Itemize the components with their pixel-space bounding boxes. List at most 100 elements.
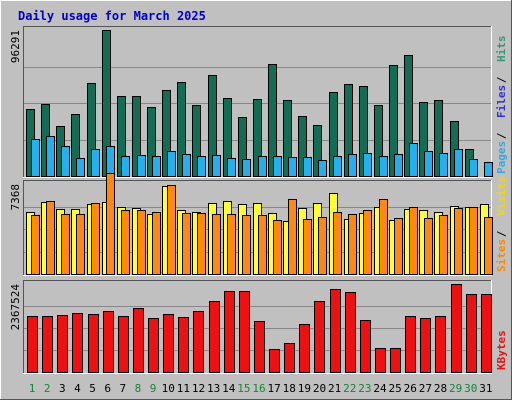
day-label-17: 17 [268,382,281,395]
day-label-25: 25 [389,382,402,395]
day-label-16: 16 [252,382,265,395]
kbytes-bar-kbytes-day-6 [103,311,114,373]
day-label-14: 14 [222,382,236,395]
kbytes-bar-kbytes-day-14 [224,291,235,373]
pages-files-hits-bar-pages-day-18 [288,157,297,177]
pages-files-hits-bar-pages-day-27 [424,151,433,177]
pages-files-hits-bar-hits-day-10 [162,90,171,177]
day-label-26: 26 [404,382,417,395]
visits-sites-legend-separator: / [495,230,508,237]
day-label-27: 27 [419,382,432,395]
visits-sites-bar-sites-day-24 [379,199,388,275]
pages-files-hits-legend-separator: / [495,76,508,83]
visits-sites-bar-sites-day-4 [76,214,85,275]
kbytes-bar-kbytes-day-7 [118,316,129,373]
visits-sites-bar-sites-day-16 [258,215,267,275]
pages-files-hits-bar-hits-day-26 [404,55,413,177]
visits-sites-legend-sites: Sites [495,239,508,272]
day-label-7: 7 [120,382,127,395]
visits-sites-bar-sites-day-6 [106,173,115,275]
kbytes-bar-kbytes-day-2 [42,316,53,373]
pages-files-hits-bar-hits-day-4 [71,114,80,177]
pages-files-hits-bar-hits-day-11 [177,82,186,177]
day-label-8: 8 [135,382,142,395]
kbytes-bar-kbytes-day-18 [284,343,295,373]
day-label-5: 5 [89,382,96,395]
pages-files-hits-bar-pages-day-8 [137,155,146,177]
kbytes-bar-kbytes-day-15 [239,291,250,373]
pages-files-hits-bar-pages-day-11 [182,154,191,177]
pages-files-hits-bar-hits-day-18 [283,100,292,177]
kbytes-bar-kbytes-day-1 [27,316,38,373]
day-label-15: 15 [237,382,250,395]
visits-sites-bar-sites-day-7 [121,210,130,275]
pages-files-hits-bar-hits-day-28 [434,100,443,177]
pages-files-hits-bar-pages-day-9 [152,156,161,177]
day-label-30: 30 [464,382,477,395]
kbytes-bar-kbytes-day-5 [88,314,99,373]
pages-files-hits-bar-pages-day-12 [197,156,206,177]
kbytes-bar-kbytes-day-4 [72,313,83,373]
pages-files-hits-bar-pages-day-21 [333,156,342,177]
day-label-29: 29 [449,382,462,395]
kbytes-bar-kbytes-day-8 [133,308,144,373]
pages-files-hits-bar-pages-day-2 [46,136,55,177]
day-label-11: 11 [177,382,190,395]
visits-sites-bar-sites-day-11 [182,213,191,275]
day-label-10: 10 [162,382,175,395]
kbytes-bar-kbytes-day-11 [178,317,189,373]
visits-sites-bar-sites-day-26 [409,207,418,275]
pages-files-hits-bar-pages-day-10 [167,151,176,177]
kbytes-bar-kbytes-day-19 [299,324,310,373]
kbytes-max-label: 2367524 [9,284,22,331]
kbytes-bar-kbytes-day-21 [330,289,341,373]
day-label-23: 23 [358,382,371,395]
kbytes-bar-kbytes-day-13 [209,301,220,373]
pages-files-hits-bar-pages-day-3 [61,146,70,177]
day-label-22: 22 [343,382,356,395]
day-label-4: 4 [74,382,81,395]
kbytes-bar-kbytes-day-23 [360,320,371,373]
pages-files-hits-bar-hits-day-12 [192,105,201,177]
pages-files-hits-bar-pages-day-30 [469,159,478,177]
visits-sites-bar-sites-day-13 [212,214,221,275]
kbytes-bar-kbytes-day-24 [375,348,386,373]
visits-sites-bar-sites-day-3 [61,214,70,275]
pages-files-hits-bar-hits-day-27 [419,102,428,177]
visits-sites-bar-sites-day-9 [152,212,161,275]
kbytes-bar-kbytes-day-26 [405,316,416,373]
kbytes-bar-kbytes-day-17 [269,349,280,373]
kbytes-bar-kbytes-day-3 [57,315,68,373]
pages-files-hits-bar-pages-day-4 [76,158,85,177]
pages-files-hits-bar-pages-day-25 [394,154,403,177]
pages-files-hits-bar-pages-day-22 [348,154,357,177]
kbytes-bar-kbytes-day-12 [193,311,204,373]
pages-files-hits-bar-hits-day-20 [313,125,322,177]
pages-files-hits-legend-pages: Pages [495,141,508,174]
visits-sites-bar-sites-day-2 [46,201,55,275]
visits-sites-bar-sites-day-21 [333,212,342,275]
kbytes-bar-kbytes-day-31 [481,294,492,373]
visits-sites-bar-sites-day-27 [424,218,433,275]
day-label-31: 31 [479,382,492,395]
kbytes-bar-kbytes-day-9 [148,318,159,373]
pages-files-hits-bar-pages-day-29 [454,149,463,177]
visits-sites-bar-sites-day-1 [31,215,40,275]
kbytes-bar-kbytes-day-30 [466,294,477,373]
day-label-1: 1 [29,382,36,395]
kbytes-legend-kbytes: KBytes [495,330,508,370]
visits-sites-bar-sites-day-14 [227,214,236,275]
day-label-6: 6 [104,382,111,395]
visits-sites-bar-sites-day-30 [469,207,478,275]
visits-sites-bar-sites-day-15 [242,215,251,275]
visits-sites-bar-sites-day-8 [137,210,146,275]
pages-files-hits-bar-pages-day-24 [379,156,388,177]
day-label-9: 9 [150,382,157,395]
visits-sites-bar-sites-day-17 [273,220,282,275]
visits-sites-bar-sites-day-25 [394,218,403,275]
pages-files-hits-bar-pages-day-26 [409,143,418,177]
day-label-20: 20 [313,382,326,395]
pages-files-hits-bar-pages-day-15 [242,159,251,177]
chart-title: Daily usage for March 2025 [18,9,206,23]
